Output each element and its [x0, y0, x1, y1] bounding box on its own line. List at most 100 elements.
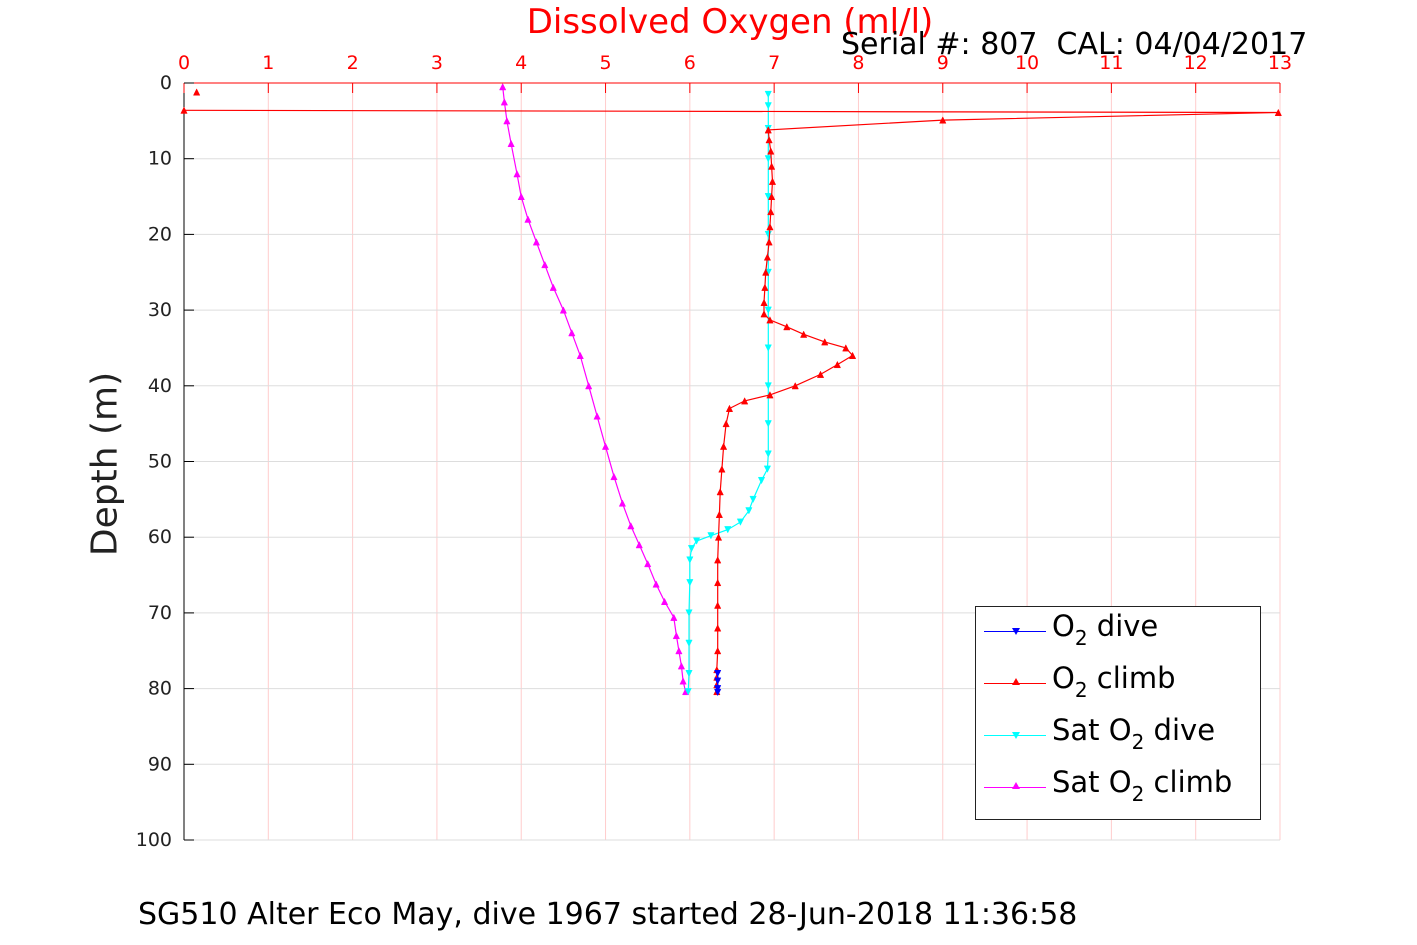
data-point-sat-o2-climb	[644, 559, 652, 568]
y-tick-label: 70	[148, 602, 172, 624]
data-point-sat-o2-dive	[764, 450, 772, 458]
data-point-sat-o2-dive	[692, 537, 701, 545]
legend-marker-sat-o2-climb	[1012, 782, 1020, 789]
x-tick-label: 6	[684, 52, 696, 74]
data-point-sat-o2-dive	[757, 476, 766, 485]
data-point-sat-o2-dive	[745, 507, 753, 515]
data-point-o2-climb	[714, 624, 722, 632]
y-tick-label: 60	[148, 526, 172, 548]
data-point-sat-o2-dive	[749, 495, 757, 504]
data-point-o2-dive	[714, 677, 722, 685]
data-point-sat-o2-climb	[660, 597, 669, 605]
data-point-o2-climb	[764, 126, 772, 134]
data-point-o2-climb	[765, 238, 773, 246]
x-tick-label: 5	[599, 52, 611, 74]
data-point-sat-o2-dive	[724, 526, 732, 534]
x-tick-label: 3	[431, 52, 443, 74]
data-point-o2-climb	[715, 510, 723, 518]
series-sat-o2-dive	[684, 90, 772, 696]
legend: O2 dive O2 climb Sat O2 dive Sat O2 clim…	[975, 606, 1261, 820]
y-tick-label: 50	[148, 451, 172, 473]
data-point-sat-o2-climb	[679, 677, 687, 685]
data-point-o2-climb	[763, 253, 772, 261]
data-point-o2-climb	[741, 397, 749, 405]
data-point-o2-climb	[760, 310, 768, 318]
data-point-sat-o2-climb	[593, 412, 601, 420]
data-point-o2-climb	[768, 162, 776, 170]
data-point-sat-o2-climb	[559, 306, 567, 314]
serial-calibration-label: Serial #: 807 CAL: 04/04/2017	[841, 27, 1308, 62]
y-tick-label: 0	[160, 72, 172, 94]
data-point-o2-climb	[180, 106, 188, 114]
legend-label-o2-dive: O2 dive	[1052, 609, 1159, 650]
data-point-sat-o2-climb	[670, 613, 678, 621]
data-point-o2-climb	[766, 316, 774, 324]
data-point-sat-o2-dive	[685, 670, 693, 678]
data-point-sat-o2-dive	[764, 382, 772, 390]
data-point-o2-climb	[821, 338, 829, 346]
data-point-o2-climb	[762, 268, 770, 276]
data-point-sat-o2-climb	[503, 117, 511, 125]
data-point-o2-climb	[939, 116, 947, 124]
data-point-o2-climb	[714, 533, 723, 541]
data-point-o2-climb	[714, 578, 722, 587]
legend-label-o2-climb: O2 climb	[1052, 661, 1176, 702]
data-point-o2-climb	[767, 207, 775, 216]
data-point-o2-climb	[722, 419, 730, 428]
x-tick-label: 9	[937, 52, 949, 74]
series-o2-climb	[180, 88, 1282, 696]
data-point-o2-climb	[765, 136, 773, 144]
data-point-sat-o2-dive	[764, 102, 772, 110]
series-layer	[180, 83, 1282, 697]
data-point-sat-o2-climb	[627, 522, 635, 530]
data-point-sat-o2-dive	[685, 609, 693, 617]
data-point-o2-climb	[714, 556, 722, 564]
data-point-o2-climb	[833, 360, 841, 369]
data-point-sat-o2-dive	[707, 532, 715, 540]
y-tick-label: 30	[148, 299, 172, 321]
data-point-sat-o2-climb	[499, 83, 507, 91]
data-point-o2-climb	[768, 192, 776, 200]
data-point-sat-o2-dive	[736, 518, 745, 526]
x-tick-label: 8	[852, 52, 864, 74]
legend-item-sat-o2-dive: Sat O2 dive	[976, 711, 1260, 761]
series-line-sat-o2-climb	[502, 86, 687, 692]
data-point-o2-climb	[783, 322, 791, 331]
data-point-o2-climb	[716, 488, 724, 496]
data-point-o2-climb	[766, 391, 774, 399]
data-point-sat-o2-dive	[686, 579, 694, 587]
data-point-o2-dive	[714, 670, 722, 678]
data-point-o2-climb	[193, 88, 201, 96]
data-point-sat-o2-climb	[618, 499, 627, 507]
data-point-sat-o2-climb	[532, 238, 541, 246]
data-point-sat-o2-dive	[763, 465, 772, 473]
chart-title: Dissolved Oxygen (ml/l)	[526, 2, 934, 42]
data-point-o2-climb	[800, 330, 808, 338]
legend-label-sat-o2-climb: Sat O2 climb	[1052, 765, 1233, 806]
data-point-sat-o2-dive	[764, 155, 772, 163]
y-tick-label: 40	[148, 375, 172, 397]
data-point-o2-climb	[725, 404, 734, 412]
data-point-sat-o2-climb	[585, 382, 593, 390]
data-point-o2-climb	[1274, 108, 1282, 116]
data-point-sat-o2-climb	[675, 646, 683, 655]
series-line-sat-o2-dive	[687, 94, 769, 692]
legend-item-sat-o2-climb: Sat O2 climb	[976, 763, 1260, 813]
data-point-sat-o2-dive	[764, 420, 772, 428]
data-point-o2-climb	[767, 147, 775, 155]
y-tick-label: 90	[148, 753, 172, 775]
y-tick-label: 100	[136, 829, 172, 851]
data-point-sat-o2-dive	[684, 688, 692, 696]
data-point-sat-o2-climb	[517, 192, 525, 200]
data-point-sat-o2-dive	[764, 306, 772, 314]
data-point-sat-o2-dive	[686, 556, 694, 564]
data-point-o2-climb	[791, 382, 799, 390]
data-point-sat-o2-climb	[524, 215, 532, 223]
data-point-o2-dive	[714, 685, 722, 693]
data-point-o2-climb	[766, 223, 774, 231]
series-o2-dive	[714, 670, 722, 697]
data-point-o2-climb	[816, 370, 825, 378]
x-tick-label: 2	[347, 52, 359, 74]
data-point-sat-o2-climb	[541, 260, 549, 269]
